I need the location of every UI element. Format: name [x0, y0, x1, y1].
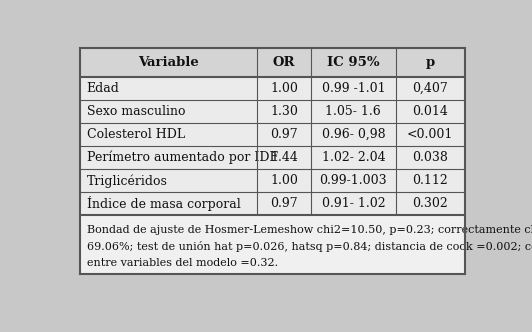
Text: Variable: Variable — [138, 56, 200, 69]
Bar — [80, 146, 465, 169]
Bar — [80, 169, 465, 192]
Text: 0.014: 0.014 — [412, 105, 448, 118]
Text: 1.30: 1.30 — [270, 105, 298, 118]
Text: entre variables del modelo =0.32.: entre variables del modelo =0.32. — [87, 258, 278, 268]
Text: 1.02- 2.04: 1.02- 2.04 — [321, 151, 385, 164]
Bar — [80, 192, 465, 215]
Bar — [80, 77, 465, 100]
Text: 0,407: 0,407 — [412, 82, 448, 95]
Text: IC 95%: IC 95% — [327, 56, 380, 69]
Text: 0.302: 0.302 — [412, 197, 448, 210]
Text: Sexo masculino: Sexo masculino — [87, 105, 185, 118]
Bar — [80, 47, 465, 77]
Text: Colesterol HDL: Colesterol HDL — [87, 128, 185, 141]
Text: 1.00: 1.00 — [270, 174, 298, 187]
Text: Triglicéridos: Triglicéridos — [87, 174, 168, 188]
Text: p: p — [426, 56, 435, 69]
Text: 0.99 -1.01: 0.99 -1.01 — [321, 82, 385, 95]
Text: 0.112: 0.112 — [412, 174, 448, 187]
Text: 1.05- 1.6: 1.05- 1.6 — [326, 105, 381, 118]
Text: 0.91- 1.02: 0.91- 1.02 — [321, 197, 385, 210]
Text: <0.001: <0.001 — [407, 128, 453, 141]
Bar — [80, 215, 465, 274]
Text: 0.97: 0.97 — [270, 197, 298, 210]
Text: 0.99-1.003: 0.99-1.003 — [320, 174, 387, 187]
Text: Índice de masa corporal: Índice de masa corporal — [87, 196, 240, 211]
Text: 69.06%; test de unión hat p=0.026, hatsq p=0.84; distancia de cook =0.002; corre: 69.06%; test de unión hat p=0.026, hatsq… — [87, 241, 532, 252]
Text: 0.038: 0.038 — [412, 151, 448, 164]
Bar — [80, 123, 465, 146]
Bar — [80, 100, 465, 123]
Text: Perímetro aumentado por IDF: Perímetro aumentado por IDF — [87, 151, 278, 164]
Text: Bondad de ajuste de Hosmer-Lemeshow chi2=10.50, p=0.23; correctamente clasificad: Bondad de ajuste de Hosmer-Lemeshow chi2… — [87, 225, 532, 235]
Text: OR: OR — [273, 56, 295, 69]
Text: 0.97: 0.97 — [270, 128, 298, 141]
Text: 1.00: 1.00 — [270, 82, 298, 95]
Text: 0.96- 0,98: 0.96- 0,98 — [321, 128, 385, 141]
Text: 1.44: 1.44 — [270, 151, 298, 164]
Text: Edad: Edad — [87, 82, 120, 95]
